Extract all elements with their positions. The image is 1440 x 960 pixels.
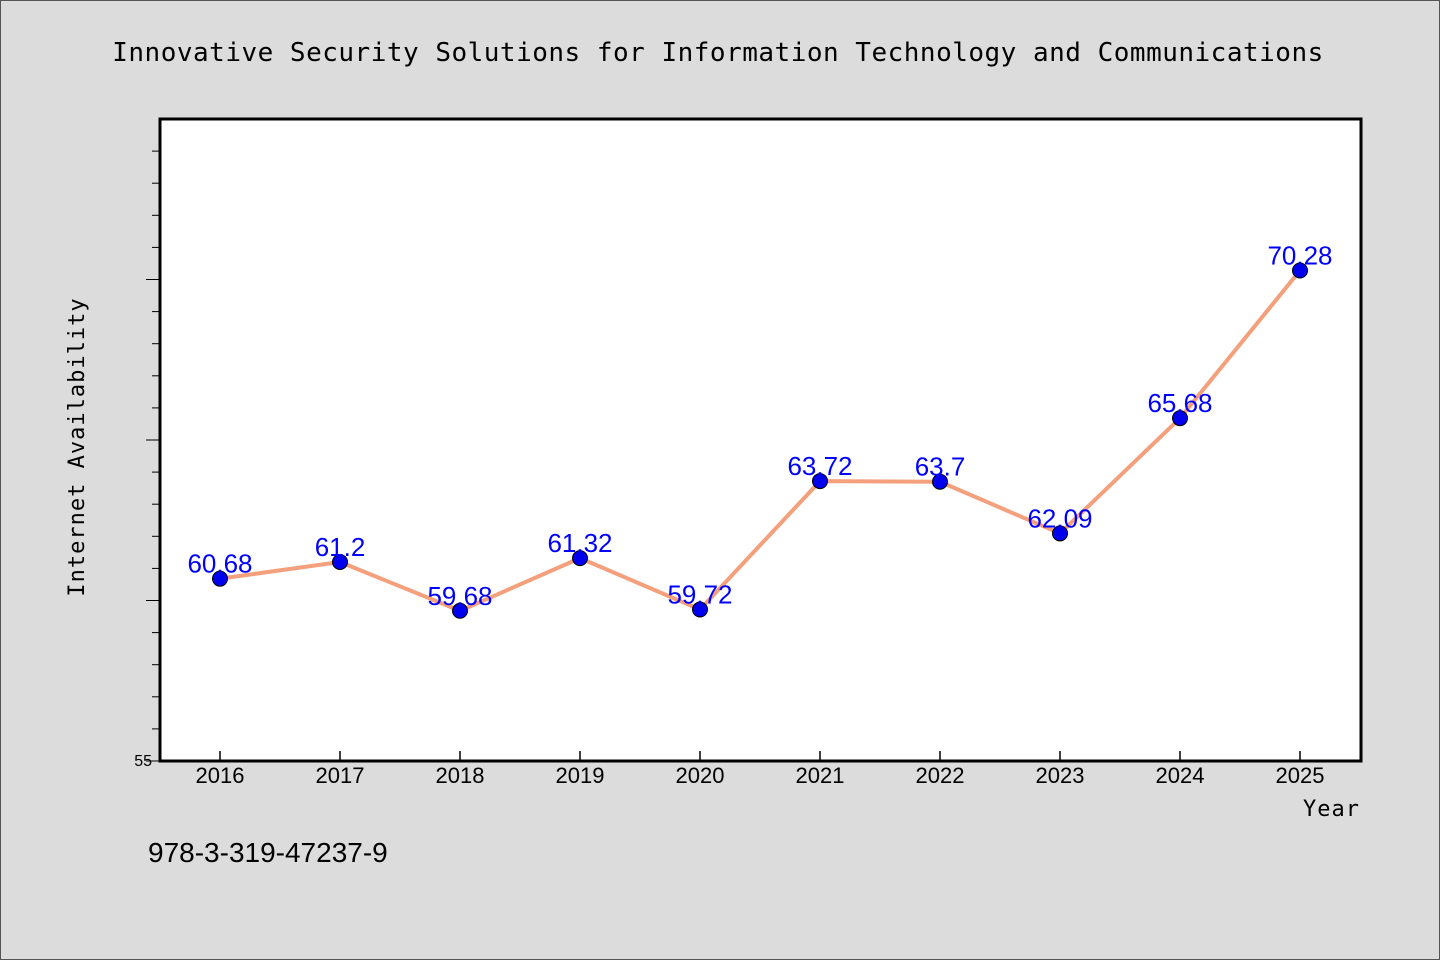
x-tick-label: 2016 [196,763,245,788]
y-axis-label: Internet Availability [65,297,90,596]
x-tick-label: 2021 [796,763,845,788]
data-label: 62.09 [1027,503,1092,533]
series-line [219,269,1302,613]
x-tick-label: 2025 [1276,763,1325,788]
data-point [932,473,948,490]
series-layer: 60.68 61.2 59.68 61.32 59.72 63.72 63.7 62.09 65… [187,241,1333,619]
data-point [332,553,348,570]
x-tick-label: 2019 [556,763,605,788]
data-point [692,601,708,618]
data-point [1052,525,1068,542]
data-point [212,570,228,587]
x-tick-label: 2022 [916,763,965,788]
data-label: 59.72 [667,579,732,609]
data-point [812,473,828,490]
data-label: 70.28 [1267,241,1332,271]
x-axis-ticks: 2016 2017 2018 2019 2020 2021 2022 2023 2024 2025 [196,751,1325,788]
plot-area [158,117,1363,763]
data-label: 65.68 [1147,388,1212,418]
x-tick-label: 2024 [1156,763,1205,788]
x-tick-label: 2020 [676,763,725,788]
data-point [1292,262,1308,279]
y-axis-ticks: 55 [134,150,160,770]
isbn-footnote: 978-3-319-47237-9 [148,837,388,868]
data-point [452,602,468,619]
data-label: 63.72 [787,451,852,481]
x-axis-label: Year [1303,797,1360,822]
data-point [572,550,588,567]
x-tick-label: 2023 [1036,763,1085,788]
data-point [1172,410,1188,427]
data-label: 60.68 [187,549,252,579]
data-label: 61.32 [547,528,612,558]
x-tick-label: 2018 [436,763,485,788]
data-label: 61.2 [315,532,366,562]
chart-title: Innovative Security Solutions for Inform… [112,38,1324,68]
data-label: 63.7 [915,452,966,482]
x-tick-label: 2017 [316,763,365,788]
y-tick-label: 55 [134,753,152,770]
data-label: 59.68 [427,581,492,611]
